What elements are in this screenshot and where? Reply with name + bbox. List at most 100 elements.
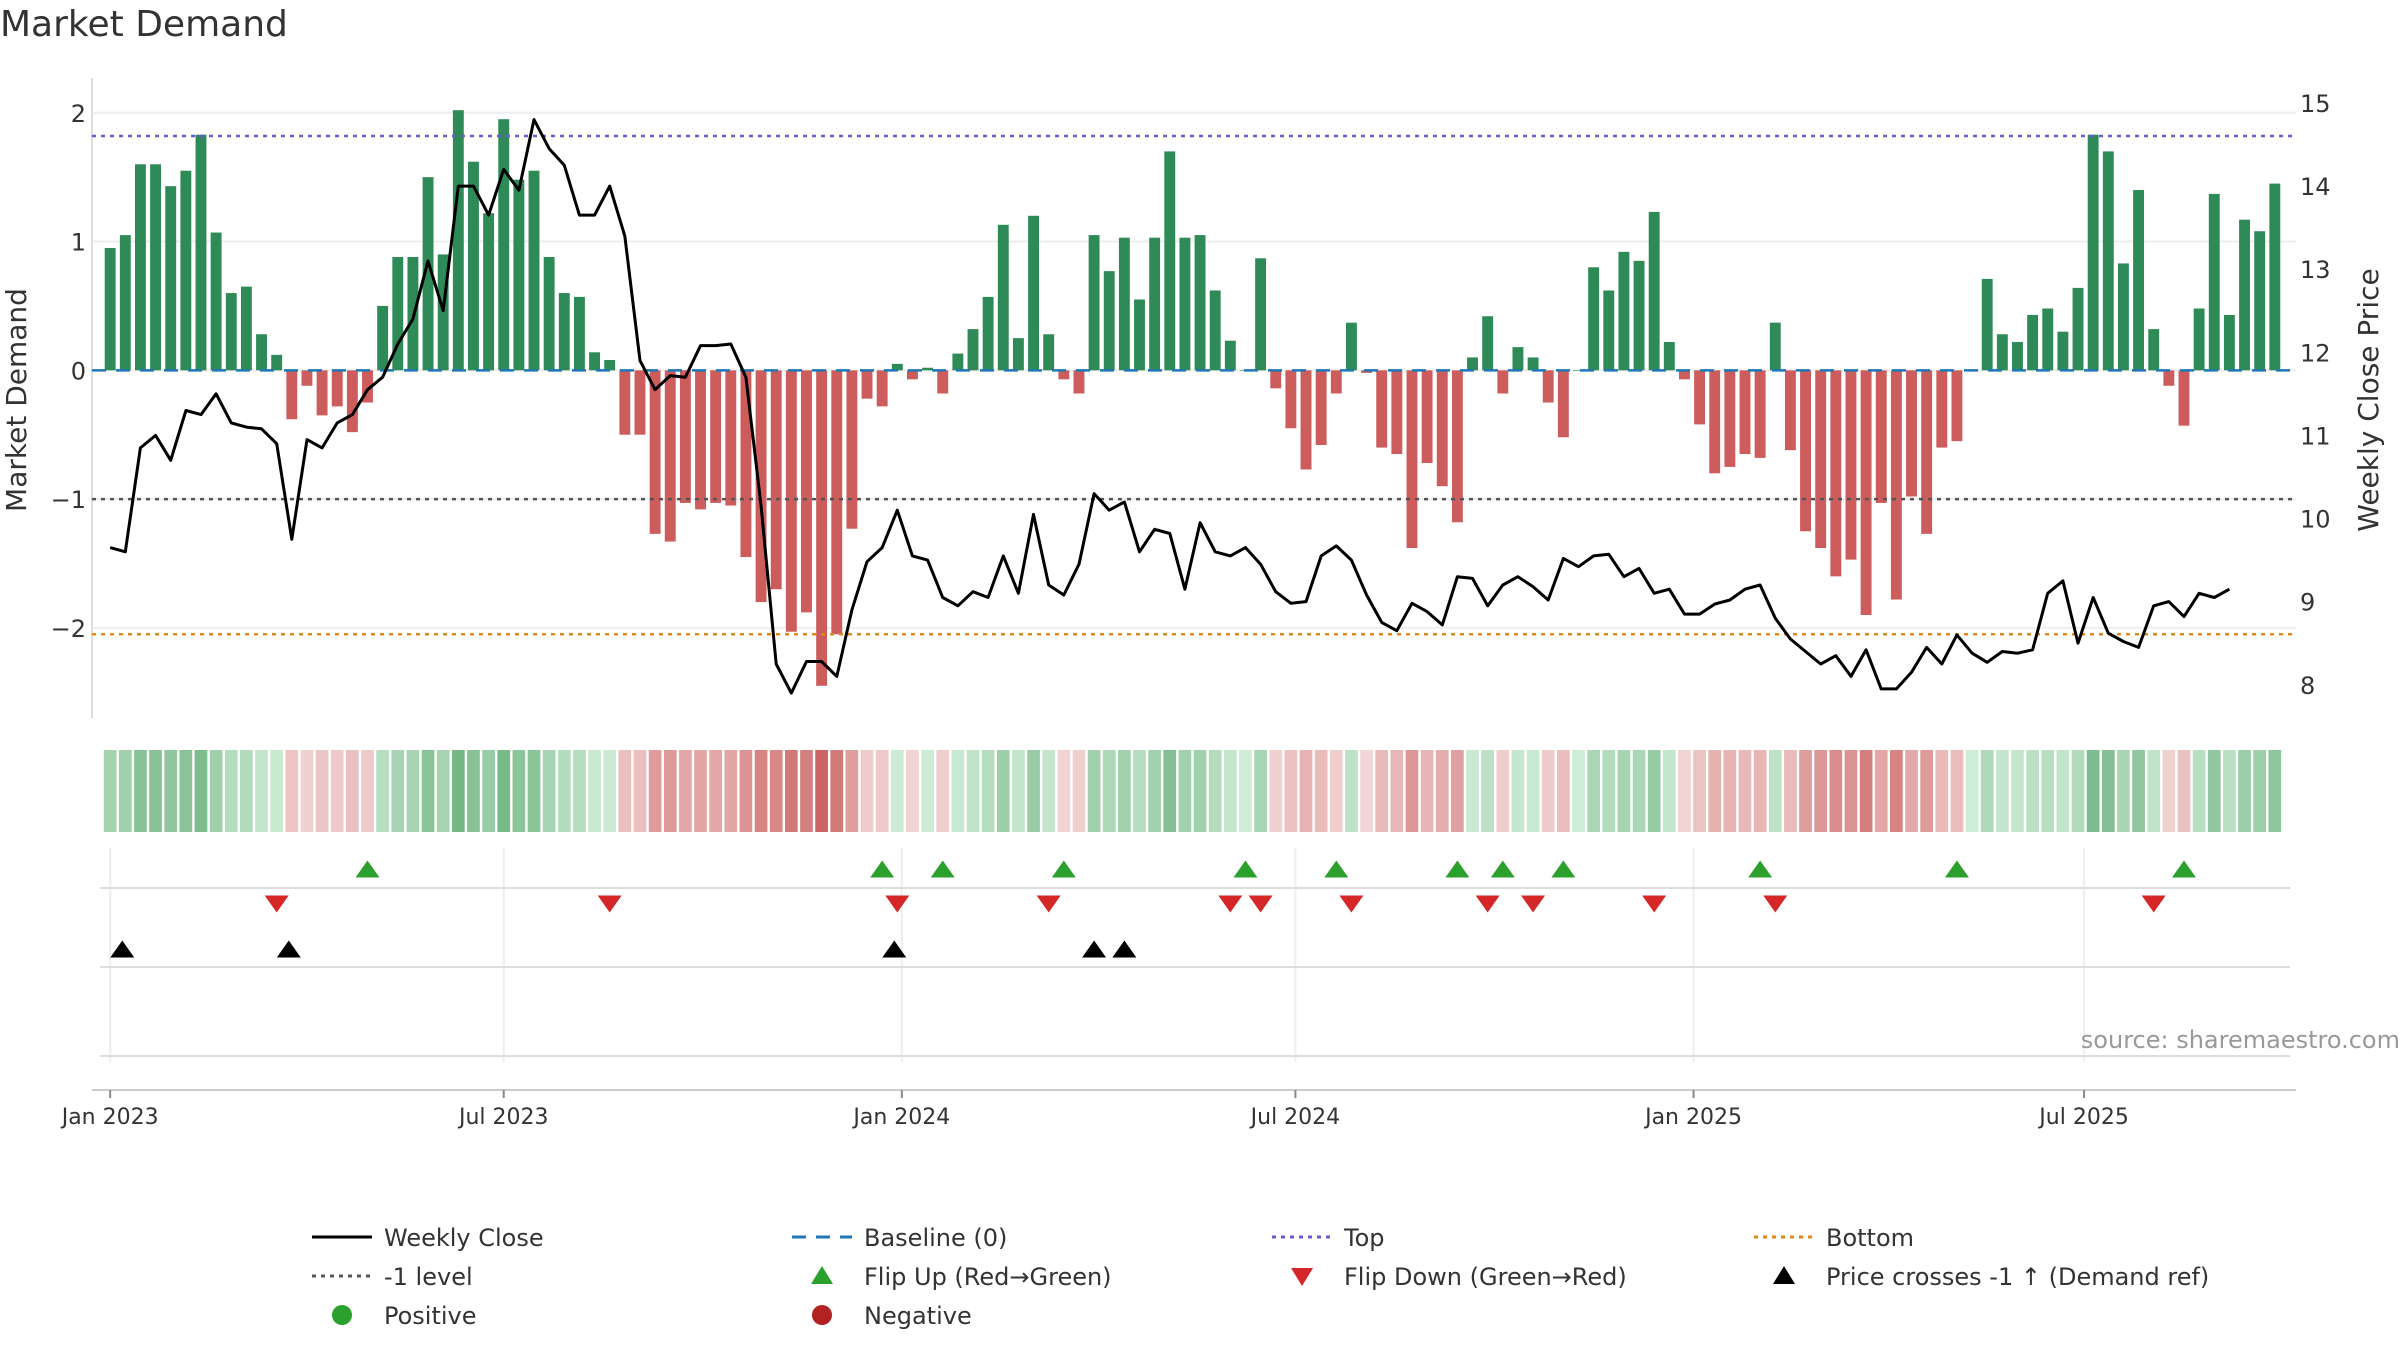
demand-bar	[1118, 237, 1130, 371]
right-axis-ticks: 15 14 13 12 11 10 9 8	[2300, 90, 2331, 700]
heat-cell	[2056, 750, 2070, 832]
heat-cell	[2223, 750, 2236, 832]
demand-bar	[1285, 370, 1297, 429]
demand-bar	[180, 170, 192, 371]
y-tick-left: −1	[51, 486, 86, 514]
heat-cell	[209, 750, 223, 832]
demand-bar	[997, 224, 1009, 371]
demand-bar	[1875, 370, 1887, 503]
demand-heat-strip	[103, 750, 2282, 832]
demand-bar	[619, 370, 631, 435]
heat-cell	[1859, 750, 1873, 832]
demand-bar	[1391, 370, 1403, 455]
heat-cell	[921, 750, 934, 832]
heat-cell	[346, 750, 359, 832]
demand-bar	[1784, 370, 1796, 451]
heat-cell	[2011, 750, 2024, 832]
flip-down-marker	[1036, 895, 1061, 913]
demand-bar	[589, 352, 601, 371]
demand-bar	[1073, 370, 1085, 394]
heat-cell	[1239, 750, 1252, 832]
heat-cell	[421, 750, 435, 832]
price-cross-marker	[882, 940, 907, 958]
heat-cell	[769, 750, 783, 832]
demand-bar	[2223, 314, 2235, 371]
heat-cell	[588, 750, 601, 832]
legend-swatch-triangle-down	[1291, 1268, 1313, 1286]
demand-bar	[1694, 370, 1706, 425]
heat-cell	[2101, 750, 2115, 832]
demand-bar	[1255, 258, 1267, 371]
demand-bar	[1179, 237, 1191, 371]
demand-bar	[134, 164, 146, 371]
y-tick-left: 0	[71, 357, 86, 385]
heat-cell	[860, 750, 874, 832]
demand-bar	[846, 370, 858, 529]
heat-cell	[679, 750, 692, 832]
heat-cell	[1556, 750, 1570, 832]
demand-bar	[437, 254, 449, 371]
legend-swatch-triangle-up	[1773, 1266, 1795, 1284]
legend-label: Flip Down (Green→Red)	[1344, 1263, 1627, 1291]
y-tick-right: 10	[2300, 506, 2331, 534]
demand-bar	[1542, 370, 1554, 403]
price-cross-marker	[1112, 940, 1137, 958]
heat-cell	[557, 750, 571, 832]
legend-label: Top	[1343, 1224, 1385, 1252]
close-line-layer	[109, 118, 2231, 695]
heat-cell	[1435, 750, 1449, 832]
x-tick-label: Jan 2024	[851, 1105, 950, 1130]
heat-cell	[1920, 750, 1934, 832]
heat-cell	[1950, 750, 1964, 832]
heat-cell	[2147, 750, 2161, 832]
heat-cell	[1874, 750, 1888, 832]
price-cross-marker	[110, 940, 135, 958]
flip-down-marker	[1475, 895, 1500, 913]
heat-cell	[1829, 750, 1843, 832]
demand-bar	[1436, 370, 1448, 487]
heat-cell	[2117, 750, 2130, 832]
heat-cell	[1935, 750, 1949, 832]
y-tick-right: 11	[2300, 422, 2331, 450]
heat-cell	[1193, 750, 1207, 832]
heat-cell	[1027, 750, 1040, 832]
demand-bar	[543, 256, 555, 371]
heat-cell	[754, 750, 768, 832]
demand-bar	[558, 293, 570, 371]
heat-cell	[376, 750, 389, 832]
demand-bar	[1860, 370, 1872, 615]
heat-cell	[103, 750, 117, 832]
heat-cell	[1526, 750, 1540, 832]
demand-bar	[1406, 370, 1418, 549]
demand-bar	[1270, 370, 1282, 389]
demand-bar	[922, 367, 934, 371]
demand-bar	[1996, 334, 2008, 371]
heat-cell	[361, 750, 374, 832]
price-cross-marker	[276, 940, 301, 958]
demand-bar	[785, 370, 797, 632]
legend-label: Weekly Close	[384, 1224, 544, 1252]
heat-cell	[784, 750, 798, 832]
y-tick-left: 1	[71, 229, 86, 257]
flip-up-marker	[870, 860, 895, 878]
demand-bar	[1421, 370, 1433, 464]
legend-label: Flip Up (Red→Green)	[864, 1263, 1112, 1291]
reference-levels	[92, 134, 2296, 636]
heat-cell	[1133, 750, 1146, 832]
demand-bar	[210, 232, 222, 371]
demand-bar	[150, 164, 162, 371]
flip-down-marker	[1248, 895, 1273, 913]
demand-bar	[1603, 290, 1615, 371]
demand-bar	[1618, 251, 1630, 371]
heat-cell	[724, 750, 738, 832]
heat-cell	[436, 750, 450, 832]
heat-cell	[1314, 750, 1328, 832]
flip-down-marker	[597, 895, 622, 913]
demand-bar	[1648, 211, 1660, 371]
heat-cell	[1269, 750, 1283, 832]
heat-cell	[1087, 750, 1101, 832]
heat-cell	[1723, 750, 1737, 832]
heat-cell	[2192, 750, 2206, 832]
demand-bar	[710, 370, 722, 503]
x-tick-label: Jul 2025	[2037, 1105, 2129, 1130]
